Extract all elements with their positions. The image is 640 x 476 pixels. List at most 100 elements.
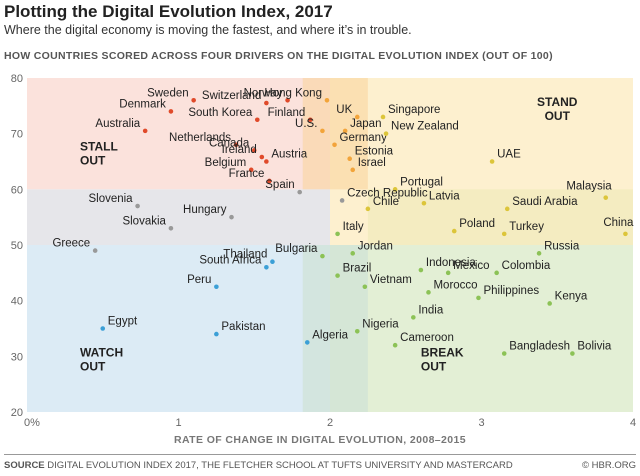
data-label: China	[603, 217, 634, 229]
data-label: Latvia	[429, 190, 460, 202]
credit: © HBR.ORG	[582, 460, 636, 471]
y-tick-label: 70	[11, 129, 23, 141]
y-tick-label: 40	[11, 296, 23, 308]
data-point	[254, 117, 260, 123]
data-point	[267, 178, 272, 184]
data-point	[308, 117, 313, 123]
data-point	[335, 231, 340, 237]
data-point	[233, 142, 239, 148]
data-label: South Korea	[188, 107, 253, 119]
data-label: Turkey	[509, 221, 544, 233]
data-label: Morocco	[433, 279, 477, 291]
data-point	[504, 206, 510, 212]
data-point	[501, 231, 507, 237]
y-tick-label: 30	[11, 351, 23, 363]
data-point	[445, 270, 451, 276]
stall-out-region	[27, 78, 330, 190]
data-label: Spain	[265, 179, 294, 191]
quadrant-label: OUT	[545, 109, 571, 123]
data-label: Russia	[544, 240, 580, 252]
data-point	[264, 100, 269, 106]
data-label: Thailand	[223, 249, 267, 261]
chart-heading: HOW COUNTRIES SCORED ACROSS FOUR DRIVERS…	[4, 50, 553, 62]
gray-region	[27, 189, 330, 245]
data-point	[335, 273, 340, 278]
data-point	[501, 351, 507, 356]
data-label: New Zealand	[391, 121, 459, 133]
data-point	[365, 206, 371, 212]
data-point	[623, 231, 628, 237]
data-label: Norway	[244, 87, 283, 99]
quadrant-label: WATCH	[80, 345, 123, 359]
data-point	[168, 226, 174, 231]
data-point	[494, 270, 499, 276]
data-point	[603, 195, 609, 200]
data-label: Germany	[340, 132, 388, 144]
data-point	[92, 248, 98, 253]
data-point	[489, 159, 495, 164]
data-label: Bolivia	[577, 341, 611, 353]
data-point	[570, 351, 575, 356]
data-point	[320, 253, 325, 259]
data-label: Mexico	[453, 260, 489, 272]
source-note: SOURCE DIGITAL EVOLUTION INDEX 2017, THE…	[4, 460, 513, 471]
data-point	[251, 148, 257, 153]
y-tick-label: 80	[11, 73, 23, 85]
data-point	[214, 284, 219, 290]
data-point	[350, 167, 356, 173]
data-label: Malaysia	[566, 181, 612, 193]
data-point	[142, 128, 148, 134]
x-tick-label: 3	[478, 417, 484, 429]
data-label: Portugal	[400, 176, 443, 188]
data-label: Hong Kong	[264, 87, 322, 99]
data-point	[411, 315, 416, 320]
hilight-band-top	[302, 78, 368, 190]
data-point	[264, 159, 269, 164]
source-text: DIGITAL EVOLUTION INDEX 2017, THE FLETCH…	[47, 460, 513, 471]
quadrant-label: OUT	[421, 359, 447, 373]
data-label: Greece	[52, 238, 90, 250]
data-label: Italy	[343, 221, 364, 233]
data-point	[536, 251, 542, 256]
data-point	[332, 142, 337, 148]
data-label: Sweden	[147, 87, 189, 99]
chart-title: Plotting the Digital Evolution Index, 20…	[4, 2, 333, 21]
data-point	[168, 109, 174, 114]
data-label: Switzerland	[202, 90, 261, 102]
data-label: Peru	[187, 274, 211, 286]
quadrant-label: BREAK	[421, 345, 464, 359]
data-label: Slovenia	[88, 193, 133, 205]
data-label: Estonia	[355, 146, 394, 158]
data-point	[339, 198, 345, 203]
data-point	[383, 131, 389, 136]
data-point	[380, 114, 386, 120]
data-point	[304, 340, 310, 345]
data-label: Hungary	[183, 204, 227, 216]
data-label: Saudi Arabia	[512, 196, 578, 208]
data-label: UK	[336, 104, 352, 116]
data-label: Poland	[459, 218, 495, 230]
x-axis-label: RATE OF CHANGE IN DIGITAL EVOLUTION, 200…	[173, 434, 467, 446]
x-tick-label: 4	[630, 417, 636, 429]
data-point	[259, 154, 265, 160]
data-label: Czech Republic	[347, 187, 428, 199]
data-point	[451, 228, 457, 234]
data-label: Nigeria	[362, 318, 399, 330]
data-label: India	[418, 304, 444, 316]
chart-subtitle: Where the digital economy is moving the …	[4, 23, 412, 37]
data-label: Australia	[95, 118, 140, 130]
data-point	[476, 295, 481, 301]
quadrant-label: OUT	[80, 153, 106, 167]
data-point	[392, 342, 398, 348]
hilight-band-mid	[367, 189, 633, 245]
data-label: Jordan	[358, 240, 393, 252]
data-label: Ireland	[222, 144, 257, 156]
quadrant-label: STALL	[80, 139, 118, 153]
data-label: Bulgaria	[275, 243, 318, 255]
data-label: France	[229, 168, 265, 180]
data-point	[191, 97, 196, 103]
quadrant-label: OUT	[80, 359, 106, 373]
data-label: Chile	[373, 196, 399, 208]
data-label: Indonesia	[426, 257, 476, 269]
